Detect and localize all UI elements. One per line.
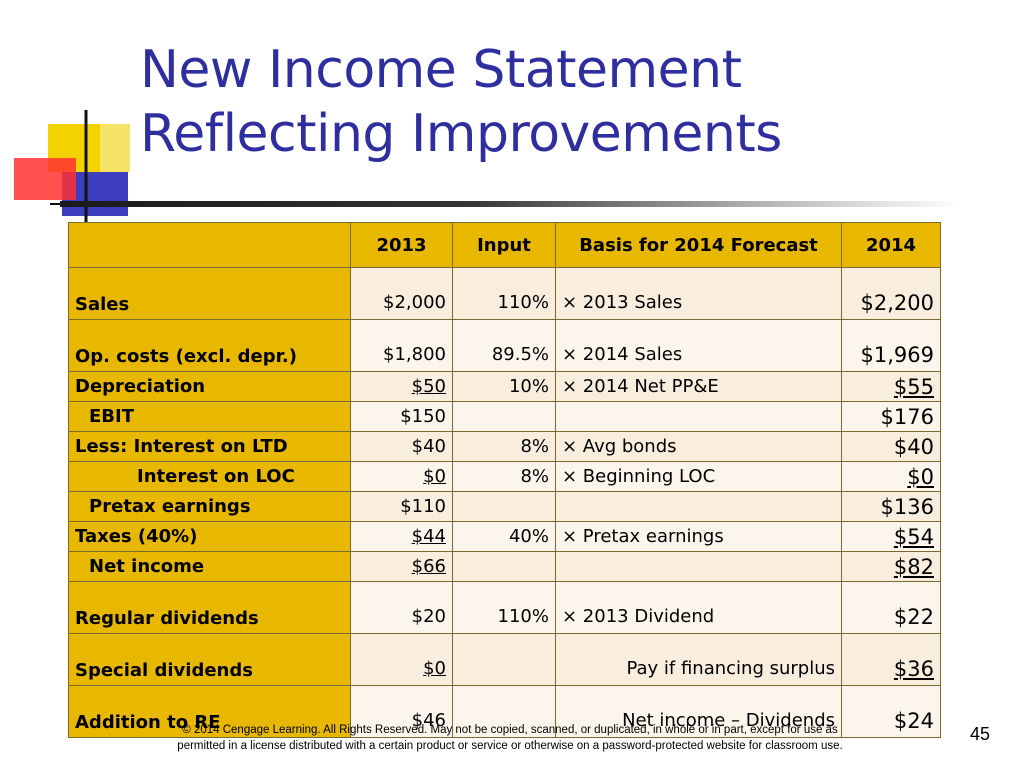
row-label: Pretax earnings bbox=[68, 491, 351, 522]
value-2014: $2,200 bbox=[841, 267, 941, 320]
value-basis: × 2014 Sales bbox=[555, 319, 842, 372]
table-row: Regular dividends $20 110% × 2013 Divide… bbox=[68, 581, 941, 634]
value-input bbox=[452, 551, 556, 582]
table-row: Taxes (40%) $44 40% × Pretax earnings $5… bbox=[68, 521, 941, 552]
value-basis: × Avg bonds bbox=[555, 431, 842, 462]
header-label-cell bbox=[68, 222, 351, 268]
value-2014: $136 bbox=[841, 491, 941, 522]
value-basis: × 2013 Dividend bbox=[555, 581, 842, 634]
row-label: Special dividends bbox=[68, 633, 351, 686]
footer-line-1: © 2014 Cengage Learning. All Rights Rese… bbox=[182, 724, 838, 736]
copyright-footer: © 2014 Cengage Learning. All Rights Rese… bbox=[100, 722, 920, 754]
table-row: Addition to RE $46 Net income – Dividend… bbox=[68, 685, 941, 738]
value-2014: $0 bbox=[841, 461, 941, 492]
header-basis: Basis for 2014 Forecast bbox=[555, 222, 842, 268]
value-input bbox=[452, 401, 556, 432]
slide-title: New Income Statement Reflecting Improvem… bbox=[140, 38, 1000, 166]
value-2014: $55 bbox=[841, 371, 941, 402]
decorative-logo-graphic bbox=[14, 110, 130, 222]
table-row: EBIT $150 $176 bbox=[68, 401, 941, 432]
value-2014: $36 bbox=[841, 633, 941, 686]
title-line-1: New Income Statement bbox=[140, 40, 742, 100]
value-basis: Pay if financing surplus bbox=[555, 633, 842, 686]
value-2013: $0 bbox=[350, 633, 453, 686]
value-2013: $50 bbox=[350, 371, 453, 402]
value-input bbox=[452, 633, 556, 686]
title-line-2: Reflecting Improvements bbox=[140, 104, 782, 164]
row-label: Sales bbox=[68, 267, 351, 320]
table-row: Depreciation $50 10% × 2014 Net PP&E $55 bbox=[68, 371, 941, 402]
value-basis: Net income – Dividends bbox=[555, 685, 842, 738]
value-input bbox=[452, 491, 556, 522]
page-number: 45 bbox=[969, 724, 990, 744]
title-divider bbox=[60, 201, 960, 207]
value-basis bbox=[555, 491, 842, 522]
value-basis bbox=[555, 551, 842, 582]
value-2013: $46 bbox=[350, 685, 453, 738]
value-basis: × Pretax earnings bbox=[555, 521, 842, 552]
table-row: Pretax earnings $110 $136 bbox=[68, 491, 941, 522]
value-2014: $24 bbox=[841, 685, 941, 738]
row-label: Depreciation bbox=[68, 371, 351, 402]
table-row: Sales $2,000 110% × 2013 Sales $2,200 bbox=[68, 267, 941, 320]
row-label: Addition to RE bbox=[68, 685, 351, 738]
table-row: Less: Interest on LTD $40 8% × Avg bonds… bbox=[68, 431, 941, 462]
value-input: 110% bbox=[452, 267, 556, 320]
value-2013: $44 bbox=[350, 521, 453, 552]
value-2013: $0 bbox=[350, 461, 453, 492]
value-2014: $22 bbox=[841, 581, 941, 634]
header-2013: 2013 bbox=[350, 222, 453, 268]
value-2013: $2,000 bbox=[350, 267, 453, 320]
income-statement-table: 2013 Input Basis for 2014 Forecast 2014 … bbox=[68, 222, 941, 738]
value-2014: $82 bbox=[841, 551, 941, 582]
value-2013: $40 bbox=[350, 431, 453, 462]
value-input: 10% bbox=[452, 371, 556, 402]
value-2014: $176 bbox=[841, 401, 941, 432]
value-basis: × 2013 Sales bbox=[555, 267, 842, 320]
row-label: Regular dividends bbox=[68, 581, 351, 634]
value-input bbox=[452, 685, 556, 738]
value-2013: $110 bbox=[350, 491, 453, 522]
table-row: Interest on LOC $0 8% × Beginning LOC $0 bbox=[68, 461, 941, 492]
value-2014: $1,969 bbox=[841, 319, 941, 372]
value-2014: $40 bbox=[841, 431, 941, 462]
value-input: 8% bbox=[452, 461, 556, 492]
value-2013: $66 bbox=[350, 551, 453, 582]
row-label: Net income bbox=[68, 551, 351, 582]
value-2013: $1,800 bbox=[350, 319, 453, 372]
header-2014: 2014 bbox=[841, 222, 941, 268]
table-row: Op. costs (excl. depr.) $1,800 89.5% × 2… bbox=[68, 319, 941, 372]
header-row: 2013 Input Basis for 2014 Forecast 2014 bbox=[68, 222, 941, 268]
value-input: 8% bbox=[452, 431, 556, 462]
value-input: 110% bbox=[452, 581, 556, 634]
value-input: 89.5% bbox=[452, 319, 556, 372]
value-basis bbox=[555, 401, 842, 432]
value-input: 40% bbox=[452, 521, 556, 552]
row-label: EBIT bbox=[68, 401, 351, 432]
value-2014: $54 bbox=[841, 521, 941, 552]
value-2013: $150 bbox=[350, 401, 453, 432]
table-row: Special dividends $0 Pay if financing su… bbox=[68, 633, 941, 686]
row-label: Op. costs (excl. depr.) bbox=[68, 319, 351, 372]
table-row: Net income $66 $82 bbox=[68, 551, 941, 582]
value-2013: $20 bbox=[350, 581, 453, 634]
value-basis: × Beginning LOC bbox=[555, 461, 842, 492]
footer-line-2: permitted in a license distributed with … bbox=[177, 740, 843, 752]
header-input: Input bbox=[452, 222, 556, 268]
row-label: Taxes (40%) bbox=[68, 521, 351, 552]
row-label: Less: Interest on LTD bbox=[68, 431, 351, 462]
row-label: Interest on LOC bbox=[68, 461, 351, 492]
value-basis: × 2014 Net PP&E bbox=[555, 371, 842, 402]
